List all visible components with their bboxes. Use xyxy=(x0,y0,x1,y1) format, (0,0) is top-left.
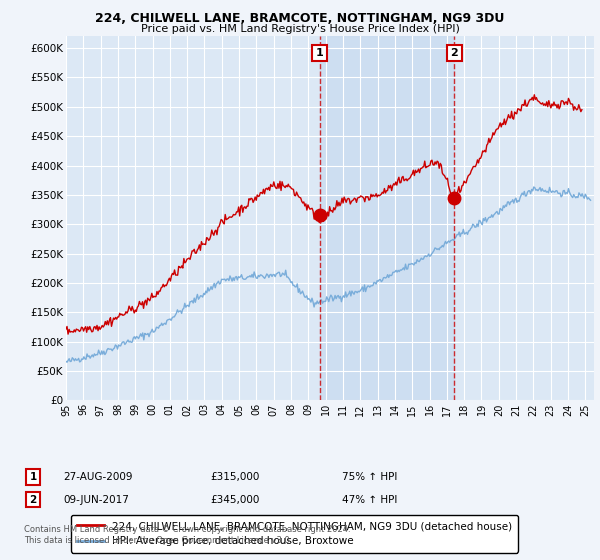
Text: 1: 1 xyxy=(29,472,37,482)
Text: Contains HM Land Registry data © Crown copyright and database right 2024.
This d: Contains HM Land Registry data © Crown c… xyxy=(24,525,350,545)
Text: 27-AUG-2009: 27-AUG-2009 xyxy=(63,472,133,482)
Text: £345,000: £345,000 xyxy=(210,494,259,505)
Legend: 224, CHILWELL LANE, BRAMCOTE, NOTTINGHAM, NG9 3DU (detached house), HPI: Average: 224, CHILWELL LANE, BRAMCOTE, NOTTINGHAM… xyxy=(71,515,518,553)
Text: 09-JUN-2017: 09-JUN-2017 xyxy=(63,494,129,505)
Text: 47% ↑ HPI: 47% ↑ HPI xyxy=(342,494,397,505)
Text: 2: 2 xyxy=(451,48,458,58)
Bar xyxy=(320,36,454,400)
Text: 224, CHILWELL LANE, BRAMCOTE, NOTTINGHAM, NG9 3DU: 224, CHILWELL LANE, BRAMCOTE, NOTTINGHAM… xyxy=(95,12,505,25)
Text: £315,000: £315,000 xyxy=(210,472,259,482)
Text: 1: 1 xyxy=(316,48,323,58)
Text: Price paid vs. HM Land Registry's House Price Index (HPI): Price paid vs. HM Land Registry's House … xyxy=(140,24,460,34)
Text: 75% ↑ HPI: 75% ↑ HPI xyxy=(342,472,397,482)
Text: 2: 2 xyxy=(29,494,37,505)
